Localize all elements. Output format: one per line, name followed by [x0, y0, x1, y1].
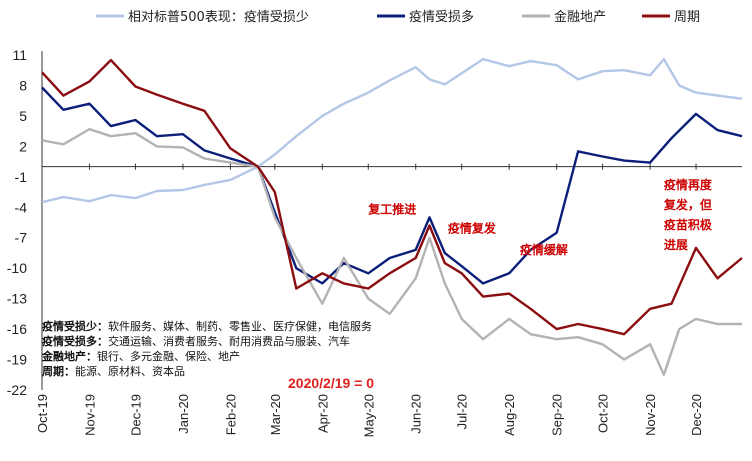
y-tick-label: -10 — [7, 260, 27, 276]
y-tick-label: -16 — [7, 321, 27, 337]
category-note-key: 疫情受损多： — [42, 334, 108, 348]
x-tick-label: Dec-20 — [689, 394, 704, 436]
legend-label: 金融地产 — [554, 9, 606, 25]
y-tick-label: 5 — [19, 108, 27, 124]
series-layer — [41, 57, 743, 376]
event-annotation: 疫苗积极 — [664, 217, 713, 232]
category-note-text: 交通运输、消费者服务、耐用消费品与服装、汽车 — [108, 334, 350, 348]
y-tick-label: -7 — [15, 230, 28, 246]
event-annotation: 疫情再度 — [664, 177, 713, 192]
x-tick-label: Jun-20 — [409, 394, 424, 434]
category-note: 金融地产：银行、多元金融、保险、地产 — [41, 349, 240, 363]
category-note-key: 疫情受损少： — [42, 319, 108, 333]
x-tick-label: Apr-20 — [315, 394, 330, 433]
category-notes: 疫情受损少：软件服务、媒体、制药、零售业、医疗保健，电信服务疫情受损多：交通运输… — [41, 319, 372, 378]
y-tick-label: 11 — [12, 47, 27, 63]
y-tick-label: -4 — [15, 199, 28, 215]
y-tick-label: 8 — [19, 77, 27, 93]
baseline-label: 2020/2/19 = 0 — [288, 375, 374, 391]
x-tick-label: Jan-20 — [176, 394, 191, 434]
x-tick-label: Aug-20 — [502, 394, 517, 436]
x-tick-label: May-20 — [361, 394, 376, 437]
category-note-key: 周期： — [42, 364, 75, 378]
legend: 相对标普500表现：疫情受损少 疫情受损多 金融地产 周期 — [96, 9, 700, 25]
category-note-text: 软件服务、媒体、制药、零售业、医疗保健，电信服务 — [108, 319, 372, 333]
x-tick-label: Nov-19 — [82, 394, 97, 436]
event-annotation: 疫情复发 — [448, 221, 497, 236]
x-tick-label: Feb-20 — [223, 394, 238, 435]
x-tick-label: Jul-20 — [455, 394, 470, 429]
category-note: 疫情受损少：软件服务、媒体、制药、零售业、医疗保健，电信服务 — [42, 319, 372, 333]
event-annotation: 复工推进 — [367, 201, 416, 216]
x-tick-label: Nov-20 — [643, 394, 658, 436]
category-note: 疫情受损多：交通运输、消费者服务、耐用消费品与服装、汽车 — [42, 334, 350, 348]
series-line-3 — [41, 127, 742, 376]
series-line-2 — [41, 86, 743, 285]
x-tick-label: Oct-20 — [596, 394, 611, 433]
y-tick-label: 2 — [19, 138, 27, 154]
event-annotation: 复发，但 — [663, 197, 712, 212]
axes: 11 8 5 2 -1 -4 -7 -10 -13 -16 -19 -22 Oct-19 Nov-19 De… — [7, 47, 742, 437]
x-tick-label: Oct-19 — [35, 394, 50, 433]
x-tick-label: Dec-19 — [128, 394, 143, 436]
category-note-text: 银行、多元金融、保险、地产 — [97, 349, 240, 363]
event-annotation: 疫情缓解 — [520, 242, 568, 257]
series-line-1 — [41, 57, 743, 204]
legend-label: 相对标普500表现：疫情受损少 — [128, 9, 309, 25]
event-annotation: 进展 — [664, 237, 688, 252]
x-tick-label: Mar-20 — [268, 394, 283, 435]
y-tick-label: -1 — [15, 169, 28, 185]
legend-label: 周期 — [674, 10, 700, 25]
y-tick-label: -13 — [7, 291, 27, 307]
category-note: 周期：能源、原材料、资本品 — [42, 364, 185, 378]
legend-label: 疫情受损多 — [409, 9, 474, 25]
category-note-text: 能源、原材料、资本品 — [75, 364, 185, 378]
category-note-key: 金融地产： — [41, 349, 97, 363]
x-tick-label: Sep-20 — [550, 394, 565, 436]
y-tick-label: -19 — [7, 352, 27, 368]
series-line-4 — [41, 58, 743, 336]
y-tick-label: -22 — [7, 382, 27, 398]
